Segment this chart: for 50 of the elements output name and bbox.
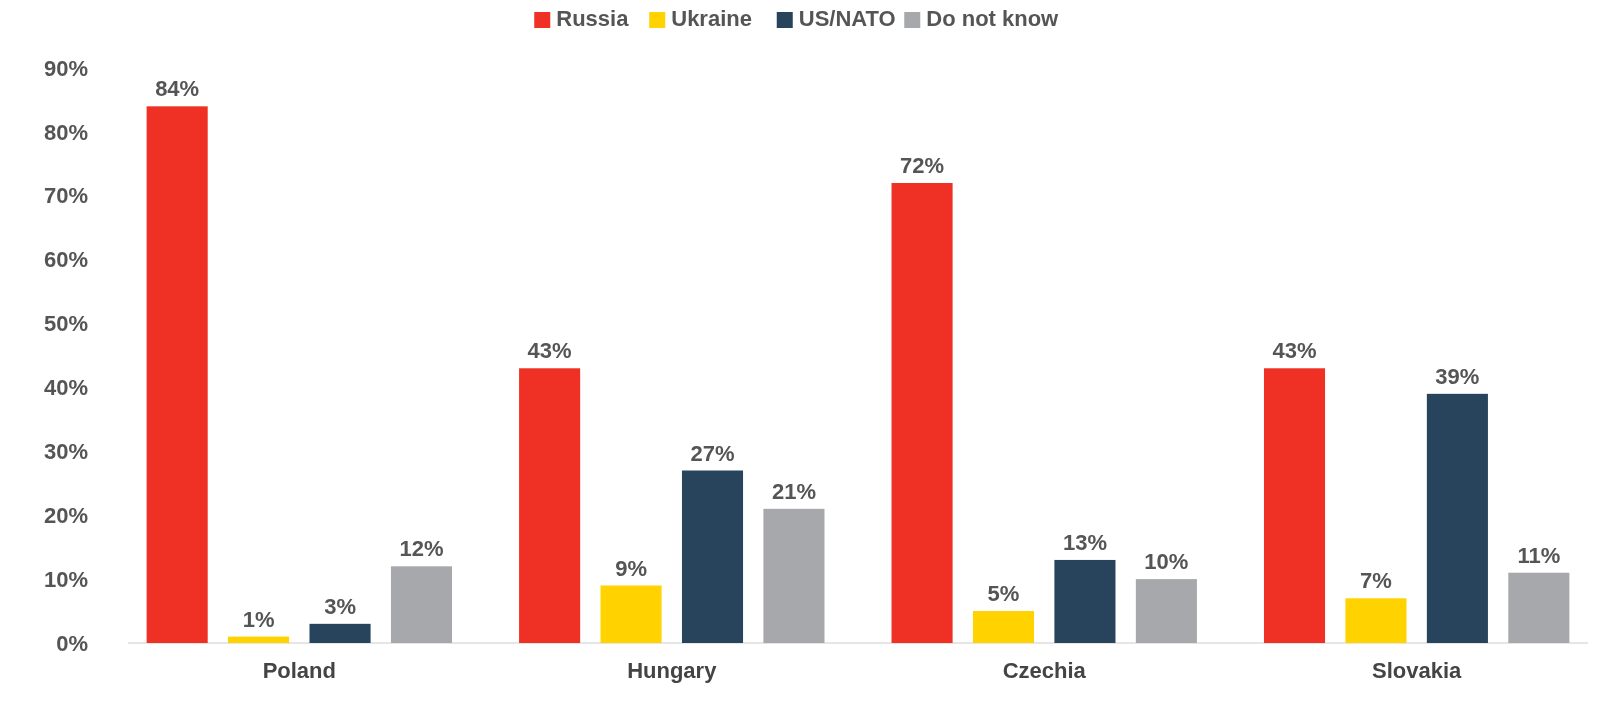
- y-tick-label: 20%: [43, 502, 88, 528]
- bar: [1426, 393, 1488, 643]
- bar: [1135, 579, 1197, 643]
- y-tick-label: 40%: [43, 375, 88, 401]
- data-label: 11%: [1517, 542, 1561, 568]
- data-label: 84%: [155, 76, 200, 102]
- y-tick-label: 50%: [43, 311, 88, 337]
- data-label: 12%: [399, 536, 444, 562]
- y-tick-label: 0%: [56, 630, 88, 656]
- y-tick-label: 80%: [43, 119, 88, 145]
- data-label: 5%: [987, 581, 1020, 607]
- bar: [1054, 559, 1116, 643]
- data-label: 72%: [900, 153, 945, 178]
- y-tick-label: 60%: [43, 247, 88, 273]
- y-tick-label: 90%: [43, 55, 88, 81]
- x-tick-label: Poland: [262, 658, 336, 683]
- bar: [309, 623, 371, 643]
- bar: [519, 368, 581, 643]
- bar: [763, 508, 825, 643]
- bar: [390, 566, 453, 643]
- bar: [228, 636, 290, 643]
- data-label: 3%: [324, 593, 356, 619]
- bar: [1508, 572, 1570, 643]
- data-label: 10%: [1144, 549, 1189, 575]
- legend-label: Russia: [556, 6, 630, 31]
- x-tick-label: Hungary: [627, 658, 718, 683]
- data-label: 43%: [527, 338, 572, 364]
- legend-label: US/NATO: [798, 6, 896, 31]
- bar: [681, 470, 744, 643]
- bar: [146, 106, 208, 643]
- data-label: 39%: [1435, 363, 1480, 389]
- data-label: 43%: [1272, 338, 1317, 364]
- bar: [1345, 598, 1407, 643]
- bar: [972, 611, 1035, 643]
- bar: [891, 183, 953, 643]
- y-tick-label: 70%: [43, 183, 88, 209]
- data-label: 9%: [615, 555, 647, 581]
- data-label: 1%: [242, 606, 275, 632]
- x-tick-label: Slovakia: [1372, 658, 1463, 683]
- x-tick-label: Czechia: [1002, 658, 1087, 683]
- y-tick-label: 10%: [43, 566, 88, 592]
- bar: [1263, 368, 1326, 643]
- data-label: 7%: [1360, 568, 1392, 594]
- data-label: 27%: [690, 440, 735, 466]
- legend-label: Do not know: [926, 6, 1060, 31]
- data-label: 13%: [1062, 529, 1107, 555]
- y-tick-label: 30%: [43, 439, 88, 465]
- legend-label: Ukraine: [671, 6, 752, 31]
- data-label: 21%: [771, 478, 816, 504]
- bar: [600, 585, 662, 643]
